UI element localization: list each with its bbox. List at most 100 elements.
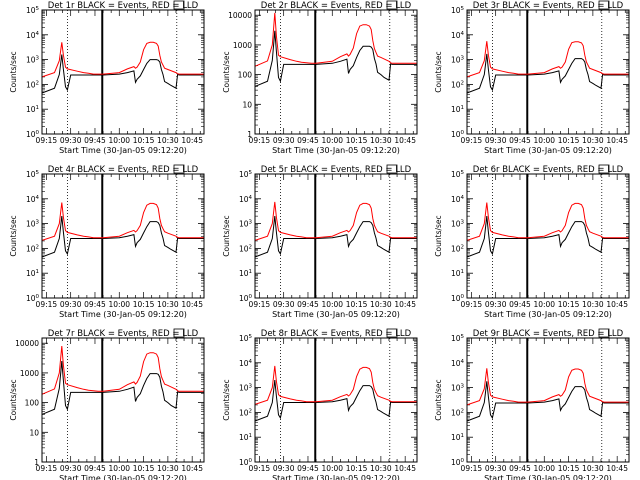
x-tick-label: 10:30	[157, 136, 179, 145]
y-axis-label: Counts/sec	[222, 51, 231, 92]
plot-frame	[254, 337, 418, 463]
series-events	[254, 216, 417, 258]
chart-title: Det 7r BLACK = Events, RED = LLD	[48, 329, 199, 339]
y-tick-label: 101	[239, 433, 252, 442]
x-tick-label: 10:00	[321, 464, 343, 473]
x-tick-label: 10:30	[157, 464, 179, 473]
y-tick-label: 105	[239, 170, 253, 179]
y-tick-label: 101	[451, 269, 464, 278]
x-tick-label: 10:45	[606, 136, 628, 145]
y-axis-label: Counts/sec	[9, 51, 18, 92]
x-tick-label: 09:30	[273, 464, 295, 473]
x-tick-label: 10:15	[558, 300, 580, 309]
y-tick-label: 100	[26, 294, 40, 303]
y-tick-label: 100	[25, 399, 40, 408]
series-lld	[254, 365, 417, 405]
y-tick-label: 105	[26, 6, 40, 15]
y-tick-label: 1000	[233, 41, 252, 50]
y-tick-label: 10000	[15, 339, 39, 348]
x-tick-label: 09:15	[461, 300, 483, 309]
plot-frame	[41, 173, 205, 299]
y-tick-label: 100	[451, 294, 465, 303]
x-axis-label: Start Time (30-Jan-05 09:12:20)	[272, 310, 400, 319]
plot-frame	[41, 9, 205, 135]
y-axis-label: Counts/sec	[9, 379, 18, 420]
series-lld	[41, 346, 204, 395]
y-tick-label: 10	[29, 428, 39, 437]
series-lld	[254, 12, 417, 67]
x-tick-label: 10:30	[370, 136, 392, 145]
legend-box	[598, 164, 610, 174]
y-tick-label: 100	[238, 71, 253, 80]
plot-frame	[41, 337, 205, 463]
x-tick-label: 09:45	[297, 136, 319, 145]
chart-panel: Det 3r BLACK = Events, RED = LLD Counts/s…	[434, 0, 630, 155]
y-tick-label: 102	[26, 80, 39, 89]
x-tick-label: 10:15	[346, 136, 368, 145]
y-tick-label: 104	[239, 359, 253, 368]
x-axis-label: Start Time (30-Jan-05 09:12:20)	[484, 310, 612, 319]
y-tick-label: 100	[26, 130, 40, 139]
chart-panel: Det 9r BLACK = Events, RED = LLD Counts/s…	[434, 328, 630, 480]
series-lld	[466, 202, 629, 241]
y-axis-label: Counts/sec	[222, 379, 231, 420]
y-axis-label: Counts/sec	[9, 215, 18, 256]
x-tick-label: 09:45	[84, 300, 106, 309]
y-tick-label: 105	[451, 170, 465, 179]
chart-title: Det 8r BLACK = Events, RED = LLD	[261, 329, 412, 339]
chart-title: Det 5r BLACK = Events, RED = LLD	[261, 165, 412, 175]
y-tick-label: 105	[451, 6, 465, 15]
x-tick-label: 09:30	[485, 464, 507, 473]
x-tick-label: 09:30	[60, 464, 82, 473]
series-events	[41, 216, 204, 258]
x-axis-label: Start Time (30-Jan-05 09:12:20)	[484, 146, 612, 155]
x-tick-label: 09:45	[509, 136, 531, 145]
x-axis-label: Start Time (30-Jan-05 09:12:20)	[484, 474, 612, 480]
plot-frame	[466, 337, 630, 463]
x-tick-label: 10:30	[582, 464, 604, 473]
x-tick-label: 10:45	[606, 300, 628, 309]
legend-box	[386, 164, 398, 174]
y-tick-label: 103	[26, 56, 40, 65]
x-axis-label: Start Time (30-Jan-05 09:12:20)	[272, 474, 400, 480]
x-tick-label: 10:15	[133, 300, 155, 309]
legend-box	[173, 328, 185, 338]
y-tick-label: 103	[239, 384, 253, 393]
x-tick-label: 10:15	[558, 136, 580, 145]
y-tick-label: 10000	[228, 11, 252, 20]
x-tick-label: 10:15	[346, 464, 368, 473]
series-lld	[466, 41, 629, 78]
x-tick-label: 10:15	[346, 300, 368, 309]
y-tick-label: 10	[242, 100, 252, 109]
x-tick-label: 10:00	[108, 464, 130, 473]
chart-panel: Det 4r BLACK = Events, RED = LLD Counts/s…	[9, 164, 205, 319]
y-tick-label: 101	[26, 105, 39, 114]
y-tick-label: 103	[451, 384, 465, 393]
y-tick-label: 101	[239, 269, 252, 278]
y-tick-label: 100	[451, 458, 465, 467]
y-axis-label: Counts/sec	[434, 215, 443, 256]
x-tick-label: 09:30	[273, 300, 295, 309]
chart-panel: Det 2r BLACK = Events, RED = LLD Counts/s…	[222, 0, 418, 155]
series-events	[254, 380, 417, 422]
chart-panel: Det 7r BLACK = Events, RED = LLD Counts/s…	[9, 328, 205, 480]
x-tick-label: 09:30	[60, 136, 82, 145]
series-lld	[466, 368, 629, 406]
x-tick-label: 09:45	[509, 464, 531, 473]
x-tick-label: 10:45	[181, 136, 203, 145]
x-tick-label: 10:30	[582, 136, 604, 145]
x-tick-label: 09:45	[509, 300, 531, 309]
x-tick-label: 10:45	[394, 136, 416, 145]
x-tick-label: 09:45	[84, 136, 106, 145]
x-tick-label: 09:30	[60, 300, 82, 309]
series-lld	[41, 41, 204, 78]
y-axis-label: Counts/sec	[434, 379, 443, 420]
x-tick-label: 10:15	[558, 464, 580, 473]
x-tick-label: 10:15	[133, 136, 155, 145]
y-tick-label: 102	[451, 80, 464, 89]
y-tick-label: 101	[451, 433, 464, 442]
series-events	[466, 53, 629, 94]
x-tick-label: 10:00	[108, 136, 130, 145]
legend-box	[598, 328, 610, 338]
y-tick-label: 102	[451, 408, 464, 417]
